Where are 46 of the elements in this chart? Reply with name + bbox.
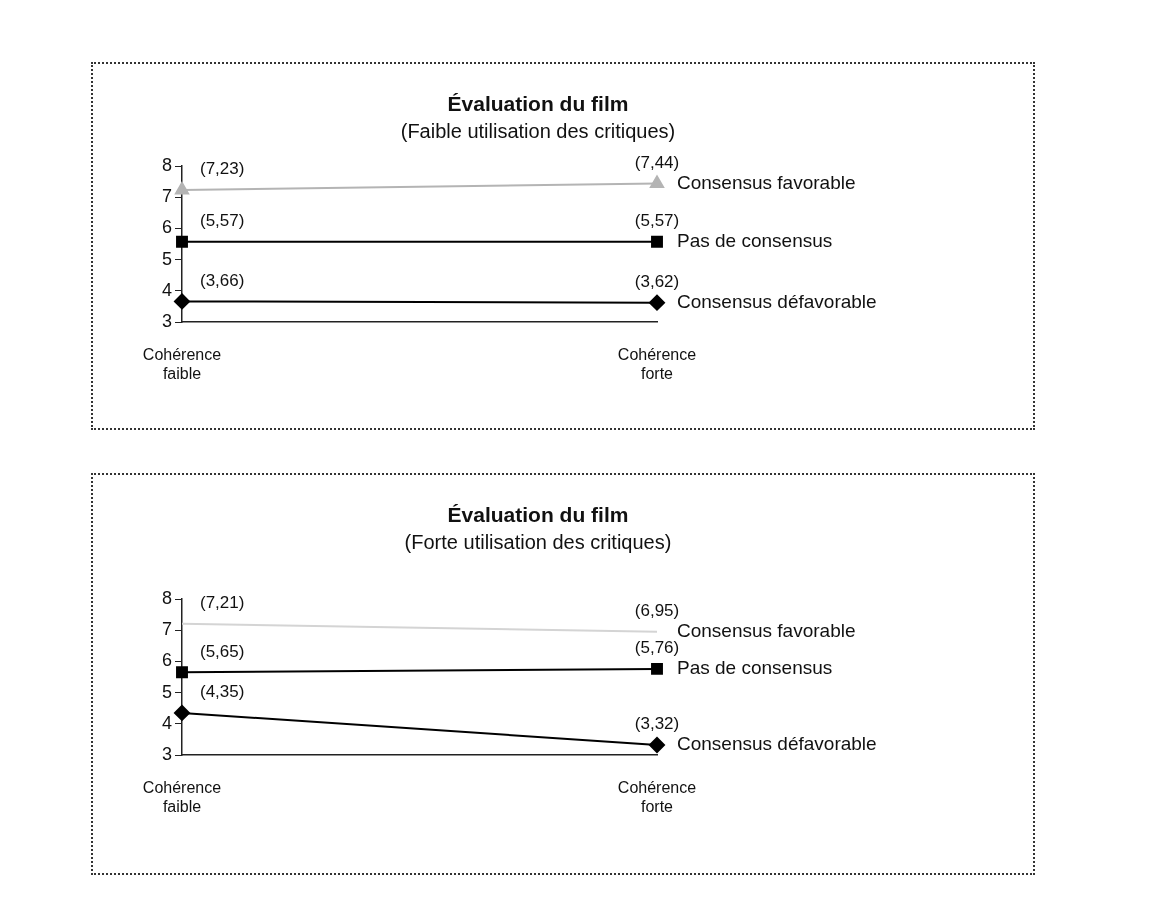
- series-label: Pas de consensus: [677, 657, 833, 679]
- x-tick-label: Cohérence forte: [617, 779, 697, 816]
- point: [649, 294, 665, 311]
- y-tick-label: 8: [161, 154, 172, 175]
- point: [649, 737, 665, 754]
- y-tick-label: 7: [161, 186, 172, 207]
- y-tick-label: 3: [161, 743, 172, 764]
- series-label: Consensus favorable: [677, 619, 856, 641]
- y-tick-label: 4: [161, 712, 172, 733]
- chart-subtitle: (Faible utilisation des critiques): [399, 120, 677, 143]
- series-label: Consensus favorable: [677, 171, 856, 193]
- data-label: (3,32): [634, 714, 680, 734]
- series-label: Consensus défavorable: [677, 733, 877, 755]
- y-tick-label: 5: [161, 248, 172, 269]
- y-tick-label: 5: [161, 681, 172, 702]
- x-tick-label: Cohérence faible: [142, 779, 222, 816]
- point: [176, 666, 188, 679]
- point: [651, 235, 663, 248]
- point: [176, 235, 188, 248]
- chart-subtitle: (Forte utilisation des critiques): [403, 531, 673, 554]
- series-label: Consensus défavorable: [677, 290, 877, 312]
- y-tick-label: 7: [161, 619, 172, 640]
- data-label: (6,95): [634, 600, 680, 620]
- x-tick-label: Cohérence forte: [617, 346, 697, 383]
- data-label: (5,57): [200, 211, 245, 230]
- point: [174, 704, 190, 721]
- y-tick-label: 6: [161, 650, 172, 671]
- point: [651, 662, 663, 675]
- data-label: (7,21): [200, 592, 245, 612]
- data-label: (3,66): [200, 270, 245, 290]
- data-label: (5,57): [634, 211, 680, 230]
- y-tick-label: 8: [161, 587, 172, 608]
- x-tick-label: Cohérence faible: [142, 346, 222, 383]
- chart-title: Évaluation du film: [446, 92, 630, 116]
- data-label: (3,62): [634, 271, 680, 291]
- data-label: (5,65): [200, 641, 245, 661]
- data-label: (7,23): [200, 159, 245, 179]
- data-label: (5,76): [634, 638, 680, 658]
- data-label: (4,35): [200, 682, 245, 702]
- data-label: (7,44): [634, 152, 680, 172]
- y-tick-label: 3: [161, 310, 172, 331]
- point: [174, 293, 190, 310]
- series-label: Pas de consensus: [677, 230, 833, 252]
- y-tick-label: 6: [161, 217, 172, 238]
- chart-title: Évaluation du film: [446, 503, 630, 527]
- y-tick-label: 4: [161, 279, 172, 300]
